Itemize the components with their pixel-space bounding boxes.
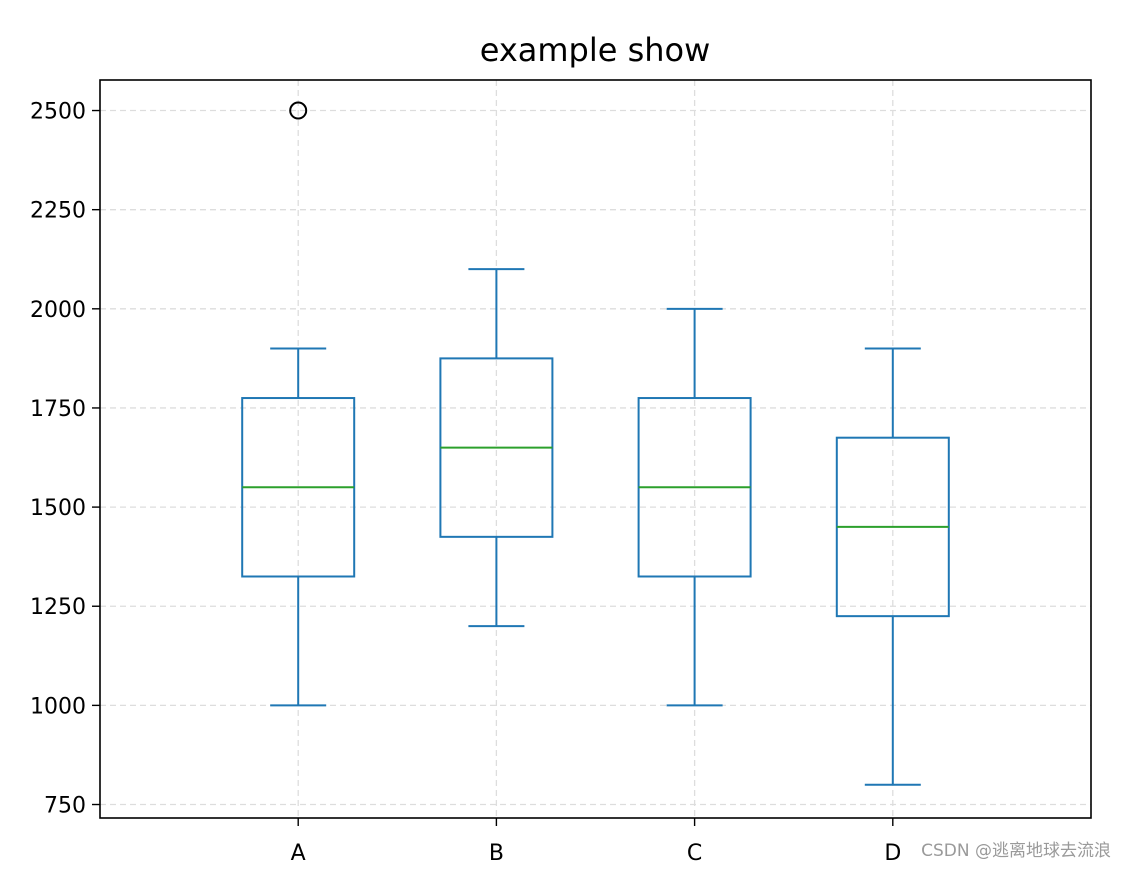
x-tick-label: C [687, 841, 702, 866]
y-tick-label: 1250 [30, 595, 86, 620]
y-tick-label: 1000 [30, 694, 86, 719]
box-series [241, 101, 950, 786]
y-tick-label: 750 [44, 794, 86, 819]
y-tick-label: 1750 [30, 397, 86, 422]
watermark: CSDN @逃离地球去流浪 [921, 841, 1111, 861]
box-C [637, 307, 752, 707]
x-tick-label: A [291, 841, 306, 866]
y-tick-label: 2000 [30, 298, 86, 323]
x-tick-label: B [489, 841, 504, 866]
y-tick-label: 2250 [30, 199, 86, 224]
y-tick-label: 2500 [30, 100, 86, 125]
grid-lines [100, 80, 1091, 818]
plot-frame [99, 79, 1092, 819]
box-B [439, 268, 554, 628]
outlier-point [289, 101, 308, 120]
y-tick-label: 1500 [30, 496, 86, 521]
chart-title: example show [480, 31, 711, 69]
x-tick-label: D [884, 841, 901, 866]
box-D [835, 347, 950, 786]
box-A [241, 101, 356, 707]
axes: 750 1000 1250 1500 1750 2000 2250 2500 A B C D [30, 100, 901, 866]
